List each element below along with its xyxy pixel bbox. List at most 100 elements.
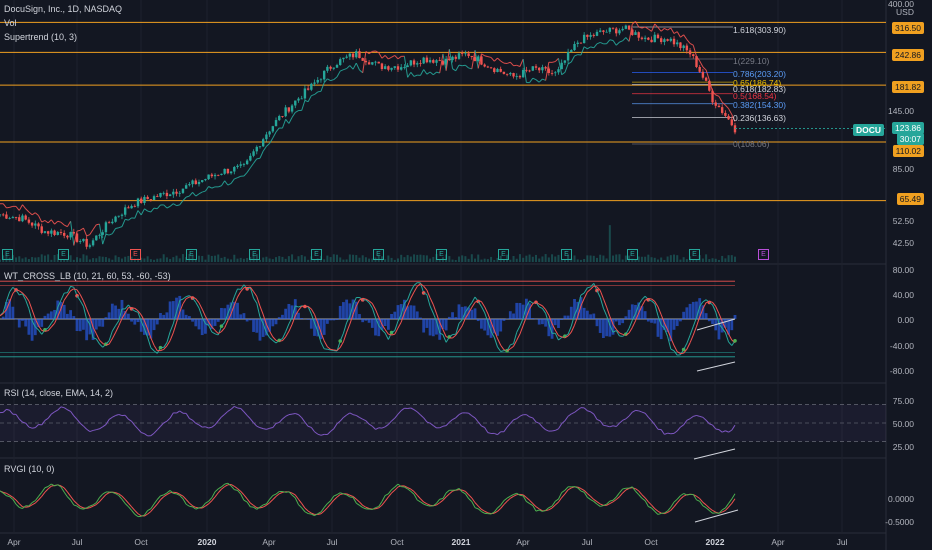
wt-histogram-bar	[695, 301, 698, 319]
earnings-marker[interactable]: E	[561, 249, 572, 260]
level-badge[interactable]: 242.86	[892, 49, 924, 61]
candle-body	[566, 52, 570, 61]
candle-body	[480, 56, 483, 65]
wt-histogram-bar	[454, 317, 458, 319]
rvgi-signal-line	[15, 499, 20, 504]
wt-histogram-bar	[492, 319, 496, 334]
supertrend-line	[375, 50, 379, 54]
indicator-label-supertrend[interactable]: Supertrend (10, 3)	[4, 32, 78, 42]
level-badge[interactable]: 316.50	[892, 22, 924, 34]
candle-body	[46, 231, 50, 234]
rsi-line	[728, 429, 733, 433]
earnings-marker[interactable]: E	[2, 249, 13, 260]
earnings-marker-future[interactable]: E	[758, 249, 769, 260]
rsi-line	[619, 419, 623, 424]
candle-body	[550, 73, 554, 74]
wt-histogram-bar	[91, 319, 95, 341]
supertrend-line	[590, 46, 594, 49]
wt2-line	[667, 329, 672, 339]
wt-histogram-bar	[258, 319, 262, 341]
rvgi-signal-line	[208, 500, 213, 505]
rvgi-line	[124, 503, 129, 508]
rvgi-line	[195, 507, 200, 510]
rsi-line	[535, 421, 540, 424]
level-badge[interactable]: 181.82	[892, 81, 924, 93]
earnings-marker[interactable]: E	[311, 249, 322, 260]
wt1-line	[724, 332, 730, 343]
level-badge[interactable]: 65.49	[896, 193, 924, 205]
volume-bar	[557, 254, 560, 262]
earnings-marker[interactable]: E	[689, 249, 700, 260]
candle-body	[249, 155, 252, 161]
rsi-line	[327, 430, 331, 435]
rvgi-line	[596, 503, 601, 507]
earnings-marker[interactable]: E	[249, 249, 260, 260]
wt2-line	[510, 346, 514, 350]
wt-histogram-bar	[605, 319, 609, 337]
pane-title-rvgi[interactable]: RVGI (10, 0)	[4, 464, 55, 474]
earnings-marker[interactable]: E	[498, 249, 509, 260]
supertrend-line	[169, 203, 174, 207]
volume-bar	[287, 256, 290, 262]
rvgi-signal-line	[423, 501, 428, 505]
wt2-line	[25, 296, 30, 302]
volume-bar	[291, 254, 294, 262]
candle-body	[470, 56, 474, 58]
indicator-label-vol[interactable]: Vol	[4, 18, 17, 28]
rsi-line	[449, 419, 453, 423]
earnings-marker[interactable]: E	[130, 249, 141, 260]
candle-body	[544, 67, 547, 69]
wt2-line	[596, 286, 601, 291]
rsi-line	[349, 412, 354, 416]
rsi-line	[481, 425, 485, 428]
wt-histogram-bar	[37, 319, 40, 328]
level-badge[interactable]: 110.02	[892, 145, 924, 157]
earnings-marker[interactable]: E	[373, 249, 384, 260]
wt1-line	[381, 329, 386, 334]
wt1-line	[262, 323, 267, 333]
rvgi-signal-line	[320, 510, 325, 515]
rvgi-signal-line	[201, 505, 206, 509]
wt-histogram-bar	[236, 302, 239, 319]
rvgi-line	[600, 505, 604, 507]
rsi-line	[41, 420, 46, 426]
rvgi-signal-line	[600, 503, 604, 506]
supertrend-line	[186, 195, 190, 198]
rvgi-line	[304, 511, 309, 514]
rsi-line	[458, 412, 463, 416]
volume-bar	[76, 257, 79, 262]
wt-histogram-bar	[438, 319, 442, 340]
pane-title-rsi[interactable]: RSI (14, close, EMA, 14, 2)	[4, 388, 114, 398]
wt2-line	[558, 335, 562, 338]
earnings-marker[interactable]: E	[186, 249, 197, 260]
wt1-line	[22, 293, 27, 301]
wt2-line	[593, 285, 598, 288]
supertrend-line	[54, 220, 59, 225]
candle-body	[656, 34, 660, 39]
rsi-line	[295, 413, 299, 416]
candle-body	[666, 39, 669, 41]
wt2-line	[70, 288, 75, 292]
pane-title-wt-cross[interactable]: WT_CROSS_LB (10, 21, 60, 53, -60, -53)	[4, 271, 171, 281]
rvgi-signal-line	[307, 510, 312, 514]
candle-body	[345, 56, 348, 58]
supertrend-line	[554, 58, 559, 62]
wt2-line	[208, 321, 213, 328]
volume-bar	[496, 257, 499, 262]
rvgi-line	[205, 500, 209, 504]
rsi-line	[413, 409, 418, 413]
candle-body	[59, 232, 63, 233]
rsi-line	[477, 421, 482, 427]
earnings-marker[interactable]: E	[627, 249, 638, 260]
earnings-marker[interactable]: E	[436, 249, 447, 260]
earnings-marker[interactable]: E	[58, 249, 69, 260]
wt2-line	[95, 333, 100, 341]
supertrend-line	[259, 150, 264, 159]
rsi-line	[647, 416, 652, 422]
volume-bar	[230, 259, 233, 262]
rvgi-signal-line	[355, 498, 360, 503]
current-price-badge[interactable]: 123.86	[892, 122, 924, 134]
supertrend-line	[638, 26, 643, 29]
ticker-badge[interactable]: DOCU	[852, 124, 884, 136]
